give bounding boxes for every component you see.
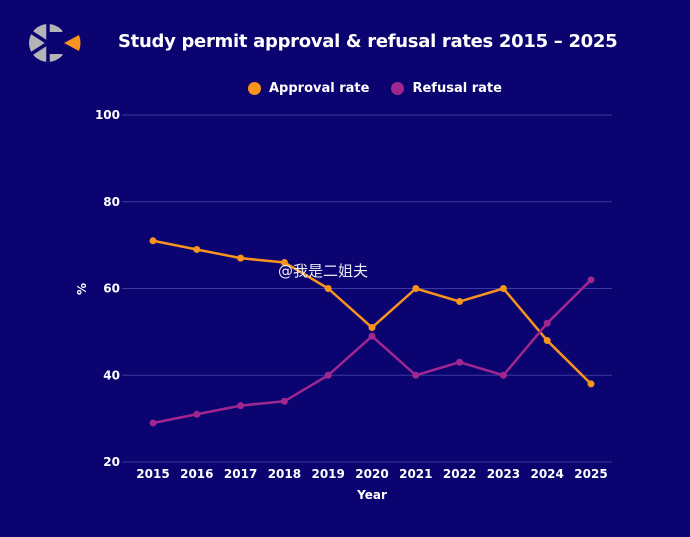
x-tick-label: 2017 bbox=[224, 467, 257, 481]
legend-label-refusal: Refusal rate bbox=[412, 81, 502, 96]
data-point-refusal bbox=[324, 371, 332, 379]
legend-refusal: Refusal rate bbox=[391, 81, 502, 96]
y-tick-label: 40 bbox=[103, 368, 120, 382]
legend-marker-refusal bbox=[391, 82, 405, 95]
legend: Approval rate Refusal rate bbox=[248, 81, 502, 96]
y-tick-label: 60 bbox=[103, 282, 120, 296]
x-axis-label: Year bbox=[356, 488, 387, 502]
y-tick-label: 100 bbox=[95, 108, 120, 122]
y-tick-label: 80 bbox=[103, 195, 120, 209]
data-point-approval bbox=[587, 380, 595, 388]
y-tick-label: 20 bbox=[103, 455, 120, 469]
data-point-refusal bbox=[193, 410, 201, 418]
logo-icon bbox=[29, 22, 81, 64]
data-point-approval bbox=[324, 285, 332, 292]
data-point-approval bbox=[149, 237, 157, 245]
legend-approval: Approval rate bbox=[248, 81, 369, 96]
x-tick-label: 2015 bbox=[136, 467, 169, 481]
data-point-approval bbox=[368, 324, 376, 332]
data-point-approval bbox=[456, 298, 464, 306]
data-point-refusal bbox=[149, 419, 157, 427]
data-point-refusal bbox=[280, 397, 288, 405]
y-axis-label: % bbox=[75, 283, 89, 295]
series-line-approval bbox=[152, 239, 592, 385]
data-point-refusal bbox=[456, 358, 464, 366]
x-tick-label: 2023 bbox=[487, 467, 520, 481]
x-tick-label: 2020 bbox=[355, 467, 388, 481]
data-point-approval bbox=[543, 337, 551, 345]
x-tick-label: 2025 bbox=[574, 467, 607, 481]
legend-label-approval: Approval rate bbox=[269, 81, 370, 96]
data-point-refusal bbox=[412, 371, 420, 379]
data-point-approval bbox=[412, 285, 420, 292]
data-point-refusal bbox=[237, 402, 245, 410]
data-point-approval bbox=[280, 258, 288, 266]
series-line-refusal bbox=[152, 278, 592, 425]
data-point-refusal bbox=[499, 371, 507, 379]
x-tick-label: 2019 bbox=[311, 467, 344, 481]
chart-title: Study permit approval & refusal rates 20… bbox=[118, 31, 618, 52]
data-point-approval bbox=[193, 245, 201, 253]
legend-marker-approval bbox=[248, 82, 261, 95]
x-tick-label: 2016 bbox=[180, 467, 213, 481]
data-point-approval bbox=[499, 285, 507, 292]
x-tick-label: 2018 bbox=[268, 467, 301, 481]
data-point-refusal bbox=[368, 332, 376, 340]
x-tick-label: 2021 bbox=[399, 467, 432, 481]
data-point-approval bbox=[237, 254, 245, 262]
data-point-refusal bbox=[543, 319, 551, 327]
x-tick-label: 2024 bbox=[530, 467, 563, 481]
watermark: @我是二姐夫 bbox=[278, 262, 369, 280]
data-point-refusal bbox=[587, 276, 595, 284]
x-tick-label: 2022 bbox=[443, 467, 476, 481]
